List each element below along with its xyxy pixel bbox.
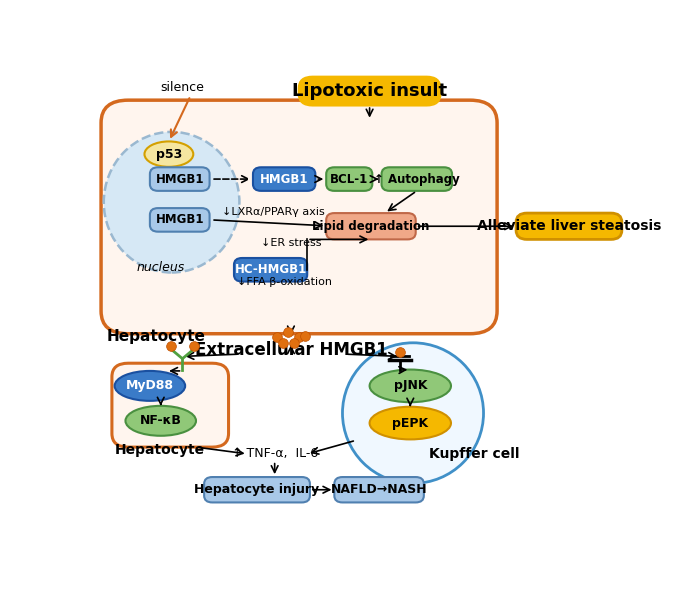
FancyBboxPatch shape xyxy=(326,213,416,239)
Ellipse shape xyxy=(144,141,193,167)
Text: Hepatocyte: Hepatocyte xyxy=(106,329,205,344)
FancyBboxPatch shape xyxy=(516,213,622,239)
Text: Lipid degradation: Lipid degradation xyxy=(312,220,430,233)
Text: pJNK: pJNK xyxy=(393,379,427,392)
Text: HMGB1: HMGB1 xyxy=(155,213,204,226)
FancyBboxPatch shape xyxy=(253,167,315,191)
Text: ↓LXRα/PPARγ axis: ↓LXRα/PPARγ axis xyxy=(222,207,325,217)
Text: HMGB1: HMGB1 xyxy=(260,173,309,186)
Text: MyD88: MyD88 xyxy=(126,379,174,392)
FancyBboxPatch shape xyxy=(299,77,440,105)
Text: BCL-1: BCL-1 xyxy=(330,173,368,186)
Text: HMGB1: HMGB1 xyxy=(155,173,204,186)
Text: ↑ TNF-α,  IL-6: ↑ TNF-α, IL-6 xyxy=(232,447,318,460)
Ellipse shape xyxy=(125,406,196,436)
Text: ↓ER stress: ↓ER stress xyxy=(261,238,321,248)
Text: Hepatocyte: Hepatocyte xyxy=(115,444,204,458)
Text: NAFLD→NASH: NAFLD→NASH xyxy=(331,483,428,497)
Text: nucleus: nucleus xyxy=(136,261,185,274)
FancyBboxPatch shape xyxy=(150,167,209,191)
Text: ↓FFA β-oxidation: ↓FFA β-oxidation xyxy=(237,277,332,287)
Text: ↑ Autophagy: ↑ Autophagy xyxy=(374,173,460,186)
Text: Alleviate liver steatosis: Alleviate liver steatosis xyxy=(477,219,662,233)
Text: p53: p53 xyxy=(155,148,182,161)
Text: pEPK: pEPK xyxy=(392,416,428,429)
Text: Kupffer cell: Kupffer cell xyxy=(429,447,520,461)
Ellipse shape xyxy=(104,132,239,273)
FancyBboxPatch shape xyxy=(112,363,228,447)
Ellipse shape xyxy=(370,407,451,439)
FancyBboxPatch shape xyxy=(150,208,209,231)
FancyBboxPatch shape xyxy=(234,258,307,282)
FancyBboxPatch shape xyxy=(101,100,497,334)
Text: silence: silence xyxy=(160,81,204,94)
FancyBboxPatch shape xyxy=(204,477,310,502)
FancyBboxPatch shape xyxy=(382,167,452,191)
Ellipse shape xyxy=(342,343,484,484)
Text: Hepatocyte injury: Hepatocyte injury xyxy=(195,483,320,497)
Text: HC-HMGB1: HC-HMGB1 xyxy=(234,263,307,276)
FancyBboxPatch shape xyxy=(326,167,372,191)
Text: Lipotoxic insult: Lipotoxic insult xyxy=(292,82,447,100)
Ellipse shape xyxy=(115,371,185,401)
Ellipse shape xyxy=(370,369,451,402)
Text: Extracellular HMGB1: Extracellular HMGB1 xyxy=(195,340,387,359)
Text: NF-κB: NF-κB xyxy=(140,414,182,427)
FancyBboxPatch shape xyxy=(335,477,424,502)
